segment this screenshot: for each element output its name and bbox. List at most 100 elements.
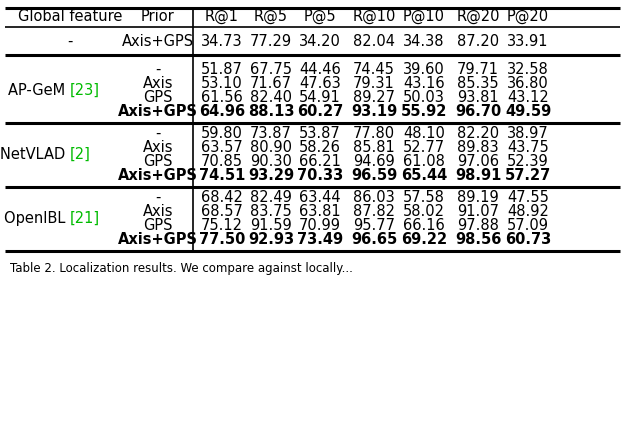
Text: Axis: Axis: [143, 140, 173, 154]
Text: 69.22: 69.22: [401, 231, 447, 247]
Text: -: -: [156, 126, 161, 140]
Text: 94.69: 94.69: [353, 154, 395, 168]
Text: Axis+GPS: Axis+GPS: [122, 33, 194, 49]
Text: 34.73: 34.73: [201, 33, 243, 49]
Text: R@20: R@20: [456, 8, 500, 24]
Text: 68.57: 68.57: [201, 203, 243, 219]
Text: 51.87: 51.87: [201, 61, 243, 77]
Text: AP-GeM: AP-GeM: [8, 82, 70, 97]
Text: 87.82: 87.82: [353, 203, 395, 219]
Text: 97.06: 97.06: [457, 154, 499, 168]
Text: 79.71: 79.71: [457, 61, 499, 77]
Text: R@10: R@10: [352, 8, 396, 24]
Text: 93.19: 93.19: [351, 104, 397, 118]
Text: 50.03: 50.03: [403, 90, 445, 104]
Text: -: -: [67, 33, 73, 49]
Text: 59.80: 59.80: [201, 126, 243, 140]
Text: Axis+GPS: Axis+GPS: [118, 168, 198, 182]
Text: 95.77: 95.77: [353, 217, 395, 233]
Text: 32.58: 32.58: [507, 61, 549, 77]
Text: 60.27: 60.27: [297, 104, 343, 118]
Text: 96.65: 96.65: [351, 231, 397, 247]
Text: 83.75: 83.75: [250, 203, 292, 219]
Text: 98.56: 98.56: [455, 231, 501, 247]
Text: 36.80: 36.80: [507, 75, 549, 91]
Text: P@20: P@20: [507, 8, 549, 24]
Text: 90.30: 90.30: [250, 154, 292, 168]
Text: 70.85: 70.85: [201, 154, 243, 168]
Text: -: -: [156, 61, 161, 77]
Text: 47.63: 47.63: [299, 75, 341, 91]
Text: 92.93: 92.93: [248, 231, 294, 247]
Text: Prior: Prior: [141, 8, 175, 24]
Text: P@5: P@5: [304, 8, 336, 24]
Text: 75.12: 75.12: [201, 217, 243, 233]
Text: 57.09: 57.09: [507, 217, 549, 233]
Text: [23]: [23]: [70, 82, 100, 97]
Text: 87.20: 87.20: [457, 33, 499, 49]
Text: 77.80: 77.80: [353, 126, 395, 140]
Text: R@1: R@1: [205, 8, 239, 24]
Text: 93.29: 93.29: [248, 168, 294, 182]
Text: 43.16: 43.16: [403, 75, 445, 91]
Text: 66.16: 66.16: [403, 217, 445, 233]
Text: 57.58: 57.58: [403, 190, 445, 204]
Text: 73.49: 73.49: [297, 231, 343, 247]
Text: 57.27: 57.27: [505, 168, 551, 182]
Text: 82.49: 82.49: [250, 190, 292, 204]
Text: 79.31: 79.31: [353, 75, 395, 91]
Text: 48.10: 48.10: [403, 126, 445, 140]
Text: 66.21: 66.21: [299, 154, 341, 168]
Text: 55.92: 55.92: [401, 104, 447, 118]
Text: NetVLAD: NetVLAD: [0, 146, 70, 162]
Text: 77.50: 77.50: [199, 231, 245, 247]
Text: [21]: [21]: [70, 211, 100, 225]
Text: 82.04: 82.04: [353, 33, 395, 49]
Text: 52.39: 52.39: [507, 154, 549, 168]
Text: OpenIBL: OpenIBL: [4, 211, 70, 225]
Text: 58.02: 58.02: [403, 203, 445, 219]
Text: Axis: Axis: [143, 203, 173, 219]
Text: 44.46: 44.46: [299, 61, 341, 77]
Text: 82.40: 82.40: [250, 90, 292, 104]
Text: 43.12: 43.12: [507, 90, 549, 104]
Text: GPS: GPS: [143, 90, 173, 104]
Text: 33.91: 33.91: [508, 33, 548, 49]
Text: -: -: [156, 190, 161, 204]
Text: 52.77: 52.77: [403, 140, 445, 154]
Text: 49.59: 49.59: [505, 104, 551, 118]
Text: 70.99: 70.99: [299, 217, 341, 233]
Text: GPS: GPS: [143, 217, 173, 233]
Text: 63.44: 63.44: [299, 190, 341, 204]
Text: 48.92: 48.92: [507, 203, 549, 219]
Text: 71.67: 71.67: [250, 75, 292, 91]
Text: 58.26: 58.26: [299, 140, 341, 154]
Text: R@5: R@5: [254, 8, 288, 24]
Text: 34.38: 34.38: [403, 33, 445, 49]
Text: Table 2. Localization results. We compare against locally...: Table 2. Localization results. We compar…: [10, 261, 353, 275]
Text: 54.91: 54.91: [299, 90, 341, 104]
Text: 60.73: 60.73: [505, 231, 551, 247]
Text: 64.96: 64.96: [199, 104, 245, 118]
Text: 47.55: 47.55: [507, 190, 549, 204]
Text: 89.83: 89.83: [457, 140, 499, 154]
Text: 74.51: 74.51: [199, 168, 245, 182]
Text: 82.20: 82.20: [457, 126, 499, 140]
Text: 86.03: 86.03: [353, 190, 395, 204]
Text: Axis+GPS: Axis+GPS: [118, 231, 198, 247]
Text: 77.29: 77.29: [250, 33, 292, 49]
Text: 80.90: 80.90: [250, 140, 292, 154]
Text: 65.44: 65.44: [401, 168, 447, 182]
Text: 97.88: 97.88: [457, 217, 499, 233]
Text: 61.56: 61.56: [201, 90, 243, 104]
Text: 96.59: 96.59: [351, 168, 397, 182]
Text: 91.07: 91.07: [457, 203, 499, 219]
Text: 88.13: 88.13: [248, 104, 294, 118]
Text: Global feature: Global feature: [18, 8, 122, 24]
Text: 89.19: 89.19: [457, 190, 499, 204]
Text: 91.59: 91.59: [250, 217, 292, 233]
Text: 61.08: 61.08: [403, 154, 445, 168]
Text: 34.20: 34.20: [299, 33, 341, 49]
Text: 96.70: 96.70: [455, 104, 501, 118]
Text: [2]: [2]: [70, 146, 91, 162]
